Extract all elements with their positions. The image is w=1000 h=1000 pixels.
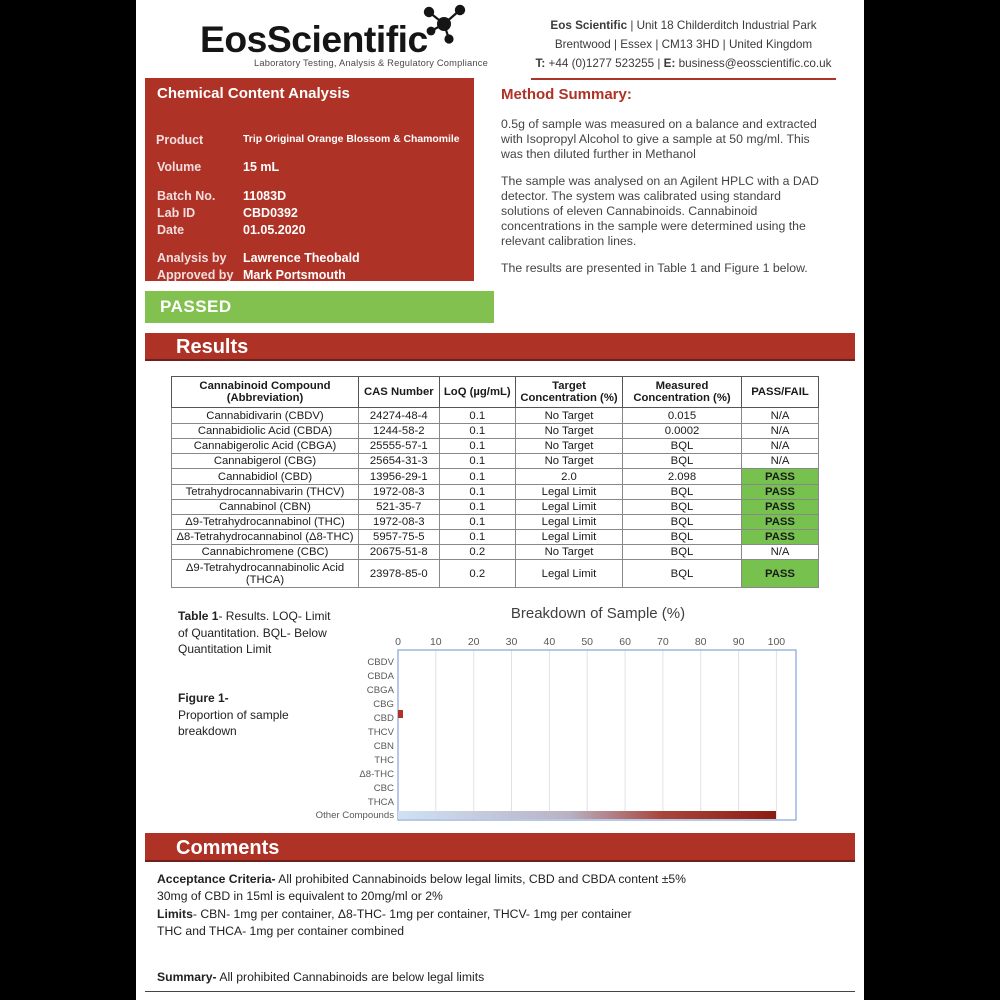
svg-text:10: 10 <box>430 636 442 648</box>
svg-text:30: 30 <box>506 636 518 648</box>
svg-text:CBDV: CBDV <box>367 657 394 668</box>
svg-text:THC: THC <box>374 755 394 766</box>
svg-text:80: 80 <box>695 636 707 648</box>
svg-text:THCA: THCA <box>368 797 395 808</box>
svg-text:CBN: CBN <box>374 741 394 752</box>
svg-text:CBD: CBD <box>374 713 394 724</box>
svg-text:20: 20 <box>468 636 480 648</box>
svg-text:Δ8-THC: Δ8-THC <box>359 769 394 780</box>
svg-text:90: 90 <box>733 636 745 648</box>
svg-text:CBG: CBG <box>373 699 394 710</box>
svg-text:50: 50 <box>581 636 593 648</box>
svg-text:60: 60 <box>619 636 631 648</box>
svg-text:CBGA: CBGA <box>367 685 395 696</box>
svg-text:CBC: CBC <box>374 783 394 794</box>
svg-text:Other Compounds: Other Compounds <box>316 810 395 821</box>
svg-text:THCV: THCV <box>368 727 395 738</box>
svg-text:70: 70 <box>657 636 669 648</box>
svg-text:CBDA: CBDA <box>367 671 394 682</box>
svg-text:0: 0 <box>395 636 401 648</box>
svg-text:40: 40 <box>544 636 556 648</box>
svg-text:100: 100 <box>768 636 786 648</box>
